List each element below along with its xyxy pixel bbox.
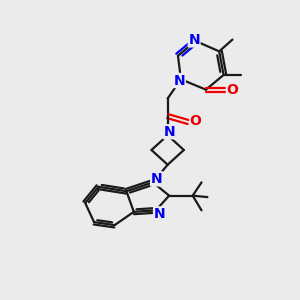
Text: N: N [163,125,175,139]
Text: N: N [188,33,200,47]
Text: O: O [226,82,238,97]
Text: N: N [151,172,162,186]
Text: O: O [190,114,202,128]
Text: N: N [154,207,165,221]
Text: N: N [174,74,185,88]
